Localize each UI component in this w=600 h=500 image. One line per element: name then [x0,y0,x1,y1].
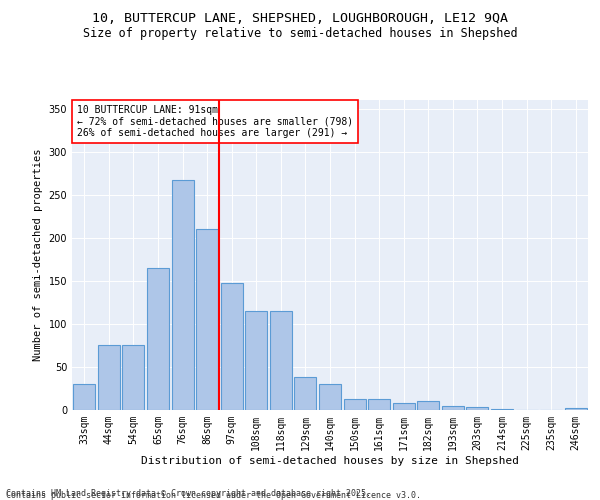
Text: Contains HM Land Registry data © Crown copyright and database right 2025.: Contains HM Land Registry data © Crown c… [6,488,371,498]
Bar [270,311,292,410]
Bar [147,268,169,410]
Bar [368,399,390,410]
Bar [491,409,513,410]
Text: 10, BUTTERCUP LANE, SHEPSHED, LOUGHBOROUGH, LE12 9QA: 10, BUTTERCUP LANE, SHEPSHED, LOUGHBOROU… [92,12,508,26]
Text: Size of property relative to semi-detached houses in Shepshed: Size of property relative to semi-detach… [83,28,517,40]
Bar [319,384,341,410]
Text: 10 BUTTERCUP LANE: 91sqm
← 72% of semi-detached houses are smaller (798)
26% of : 10 BUTTERCUP LANE: 91sqm ← 72% of semi-d… [77,104,353,138]
Bar [122,346,145,410]
Bar [295,378,316,410]
Bar [442,406,464,410]
Bar [73,384,95,410]
X-axis label: Distribution of semi-detached houses by size in Shepshed: Distribution of semi-detached houses by … [141,456,519,466]
Bar [196,229,218,410]
Bar [344,399,365,410]
Bar [392,403,415,410]
Y-axis label: Number of semi-detached properties: Number of semi-detached properties [33,149,43,361]
Text: Contains public sector information licensed under the Open Government Licence v3: Contains public sector information licen… [6,491,421,500]
Bar [172,180,194,410]
Bar [221,282,243,410]
Bar [565,408,587,410]
Bar [417,402,439,410]
Bar [466,408,488,410]
Bar [245,311,268,410]
Bar [98,346,120,410]
